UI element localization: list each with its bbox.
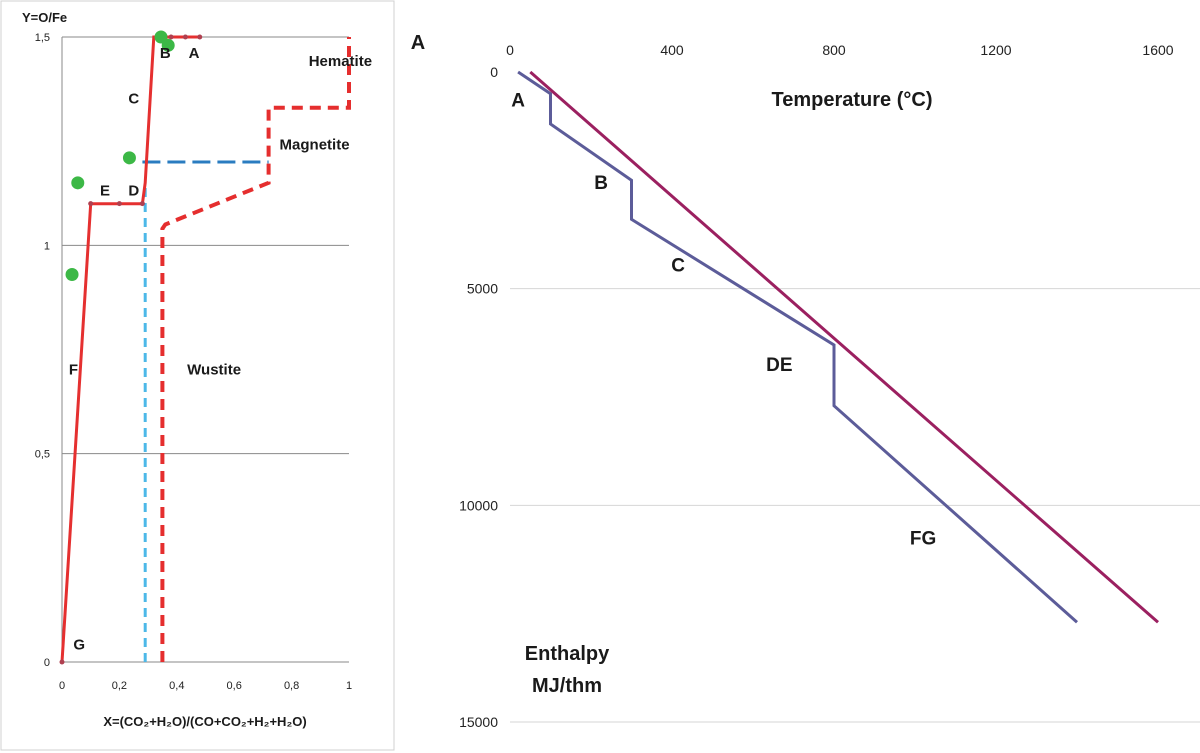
operating-line-marker [59,659,65,665]
left-y-tick-label: 0 [44,657,50,669]
left-y-tick-label: 1 [44,240,50,252]
left-point-label: C [128,91,139,108]
operating-line-marker [168,34,174,40]
operating-line-marker [182,34,188,40]
right-point-label: DE [766,355,792,376]
left-panel-frame [0,0,395,751]
right-x-tick-label: 400 [660,42,684,58]
measured-point [65,268,79,281]
left-x-tick-label: 0,2 [112,680,127,692]
enthalpy-profile-line [517,70,1078,624]
equilibrium-boundary-line [160,37,351,662]
operating-line-marker [116,201,122,207]
left-x-tick-label: 0,8 [284,680,299,692]
left-region-label: Hematite [309,53,372,70]
operating-line-marker [197,34,203,40]
left-point-label: F [69,362,78,379]
left-y-tick-label: 1,5 [35,32,50,44]
left-region-label: Magnetite [280,137,350,154]
right-y-tick-label: 0 [490,64,498,80]
right-x-tick-label: 1200 [980,42,1011,58]
measured-point [122,151,136,165]
operating-line-marker [88,201,94,207]
right-y-tick-label: 10000 [459,497,498,513]
right-point-label: B [594,173,608,194]
operating-line [60,35,200,663]
left-region-label: Wustite [187,362,241,379]
right-ylabel-line-1: Enthalpy [525,643,610,665]
left-point-label: E [100,182,110,199]
left-x-tick-label: 0,6 [227,680,242,692]
right-x-tick-label: 0 [506,42,514,58]
right-point-label: FG [910,528,936,549]
left-point-label: B [160,45,171,62]
measured-point [161,38,175,52]
right-point-label: C [671,255,685,276]
right-chart: A Temperature (°C) Enthalpy MJ/thm 0 5000… [411,32,1200,730]
panel-letter: A [411,32,425,54]
measured-point [71,176,85,190]
right-y-tick-label: 15000 [459,714,498,730]
right-x-tick-label: 800 [822,42,846,58]
left-xlabel: X=(CO₂+H₂O)/(CO+CO₂+H₂+H₂O) [103,714,306,729]
operating-line-marker [139,201,145,207]
right-point-label: A [511,91,525,112]
right-y-tick-label: 5000 [467,281,498,297]
left-point-label: D [128,182,139,199]
left-x-tick-label: 1 [346,680,352,692]
left-point-label: A [189,45,200,62]
left-ylabel: Y=O/Fe [22,10,67,25]
right-x-tick-label: 1600 [1142,42,1173,58]
left-point-label: G [73,637,85,654]
right-title: Temperature (°C) [772,89,933,111]
left-chart: Y=O/Fe X=(CO₂+H₂O)/(CO+CO₂+H₂+H₂O) 0 0,5 1… [22,10,372,729]
left-x-tick-label: 0,4 [169,680,184,692]
left-x-tick-label: 0 [59,680,65,692]
left-y-tick-label: 0,5 [35,449,50,461]
right-ylabel-line-2: MJ/thm [532,675,602,697]
reference-line [529,70,1159,624]
